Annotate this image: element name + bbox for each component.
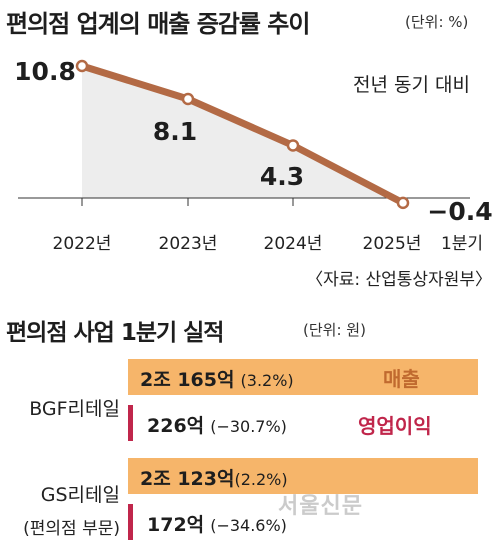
comparison-note: 전년 동기 대비 xyxy=(353,74,470,96)
op-profit-amount-gs: 172억 xyxy=(147,514,205,536)
sales-bar-gs: 2조 123억(2.2%) xyxy=(128,458,478,494)
line-chart: 10.8 8.1 4.3 −0.4 2022년 2023년 2024년 2025년 1분기 xyxy=(14,57,492,254)
data-value-label: 4.3 xyxy=(260,162,304,191)
sales-amount-bgf: 2조 165억 xyxy=(140,369,235,391)
category-label: 2023년 xyxy=(159,234,218,254)
category-label: 2025년 xyxy=(363,234,422,254)
company-name-bgf: BGF리테일 xyxy=(29,398,120,420)
company-name-gs: GS리테일 xyxy=(40,484,120,506)
data-point-marker xyxy=(286,139,300,152)
data-value-label: 8.1 xyxy=(153,117,197,146)
op-profit-change-bgf: (−30.7%) xyxy=(210,417,287,436)
company-sublabel-gs: (편의점 부문) xyxy=(23,519,120,539)
value-labels: 10.8 8.1 4.3 −0.4 xyxy=(14,57,492,226)
category-labels: 2022년 2023년 2024년 2025년 1분기 xyxy=(53,234,484,254)
results-unit: (단위: 원) xyxy=(303,321,366,339)
data-point-marker xyxy=(396,196,410,210)
op-profit-change-gs: (−34.6%) xyxy=(210,516,287,535)
category-label: 1분기 xyxy=(441,234,483,254)
data-point-marker xyxy=(181,92,195,106)
sales-change-gs: (2.2%) xyxy=(234,470,288,489)
line-chart-title: 편의점 업계의 매출 증감률 추이 xyxy=(6,10,310,38)
sales-bar-bgf: 2조 165억 (3.2%) 매출 xyxy=(128,359,478,395)
category-label: 2022년 xyxy=(53,234,112,254)
markers xyxy=(75,59,410,210)
legend-operating-profit: 영업이익 xyxy=(358,414,432,438)
data-value-label: 10.8 xyxy=(14,57,76,86)
data-point-marker xyxy=(75,59,89,73)
legend-sales: 매출 xyxy=(383,367,420,391)
publisher-watermark: 서울신문 xyxy=(278,494,363,519)
source-note: 〈자료: 산업통상자원부〉 xyxy=(306,270,492,290)
op-profit-bar-gs: 172억 (−34.6%) xyxy=(128,504,483,540)
x-ticks xyxy=(81,198,404,206)
area-fill xyxy=(82,66,403,203)
trend-line xyxy=(78,62,407,207)
data-value-label: −0.4 xyxy=(427,197,492,226)
sales-amount-gs: 2조 123억 xyxy=(140,468,235,490)
results-title: 편의점 사업 1분기 실적 xyxy=(6,320,224,346)
op-profit-amount-bgf: 226억 xyxy=(147,415,205,437)
op-profit-bar-bgf: 226억 (−30.7%) 영업이익 xyxy=(128,405,483,441)
category-label: 2024년 xyxy=(264,234,323,254)
sales-change-bgf: (3.2%) xyxy=(240,371,294,390)
line-chart-unit: (단위: %) xyxy=(405,13,469,31)
